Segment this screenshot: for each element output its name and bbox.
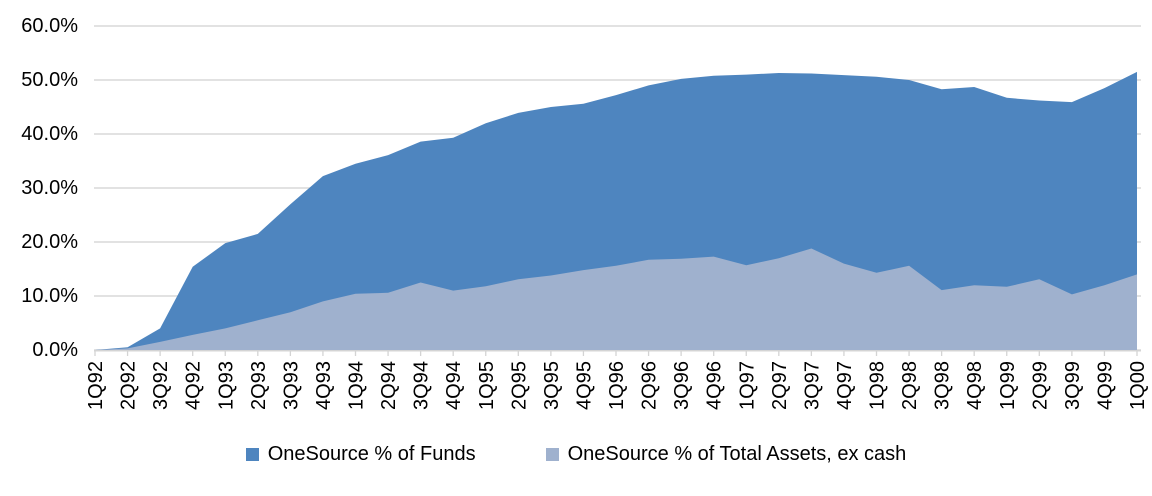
legend-item-assets: OneSource % of Total Assets, ex cash [545,443,907,466]
x-axis-label: 3Q93 [280,361,302,410]
x-axis-label: 4Q97 [834,361,856,410]
x-axis-label: 1Q95 [476,361,498,410]
y-axis-label: 60.0% [21,15,78,37]
x-axis-label: 2Q99 [1029,361,1051,410]
x-axis-label: 3Q94 [411,361,433,410]
legend-label-funds: OneSource % of Funds [267,443,476,465]
y-axis-label: 50.0% [21,69,78,91]
x-axis-label: 2Q97 [769,361,791,410]
x-axis-label: 1Q98 [867,361,889,410]
x-axis-label: 3Q99 [1062,361,1084,410]
x-axis-label: 3Q92 [150,361,172,410]
x-axis-label: 3Q95 [541,361,563,410]
x-axis-label: 3Q96 [671,361,693,410]
x-axis-label: 2Q95 [508,361,530,410]
x-axis-label: 4Q96 [704,361,726,410]
x-axis-label: 1Q94 [346,361,368,410]
legend-swatch-funds [245,448,259,461]
x-axis-label: 4Q99 [1094,361,1116,410]
x-axis-label: 2Q98 [899,361,921,410]
y-axis-label: 20.0% [21,231,78,253]
x-axis-label: 2Q96 [639,361,661,410]
legend-label-assets: OneSource % of Total Assets, ex cash [567,443,907,465]
x-axis-label: 4Q95 [573,361,595,410]
legend: OneSource % of Funds OneSource % of Tota… [0,443,1152,466]
x-axis-label: 1Q96 [606,361,628,410]
x-axis-label: 4Q92 [183,361,205,410]
y-axis-label: 30.0% [21,177,78,199]
x-axis-label: 4Q93 [313,361,335,410]
x-axis-label: 2Q93 [248,361,270,410]
x-axis-label: 1Q00 [1127,361,1149,410]
x-axis-label: 2Q92 [118,361,140,410]
x-axis-label: 3Q98 [932,361,954,410]
x-axis-label: 4Q98 [964,361,986,410]
x-axis-label: 1Q97 [736,361,758,410]
x-axis-label: 2Q94 [378,361,400,410]
x-axis-label: 1Q99 [997,361,1019,410]
x-axis-label: 3Q97 [801,361,823,410]
y-axis-label: 10.0% [21,285,78,307]
legend-swatch-assets [545,448,559,461]
y-axis-label: 40.0% [21,123,78,145]
x-axis-label: 4Q94 [443,361,465,410]
x-axis-label: 1Q92 [85,361,107,410]
area-series-1 [95,248,1137,350]
x-axis-label: 1Q93 [215,361,237,410]
legend-item-funds: OneSource % of Funds [245,443,476,466]
y-axis-label: 0.0% [32,339,78,361]
